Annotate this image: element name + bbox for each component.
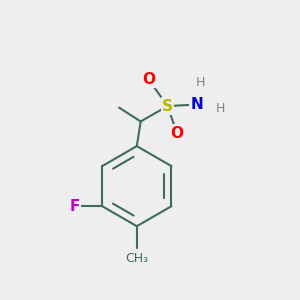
Text: H: H — [215, 102, 225, 115]
Text: S: S — [162, 99, 173, 114]
Text: CH₃: CH₃ — [125, 252, 148, 266]
Text: O: O — [142, 72, 155, 87]
Text: O: O — [170, 125, 183, 140]
Text: H: H — [196, 76, 206, 89]
Text: F: F — [69, 199, 80, 214]
Text: N: N — [190, 97, 203, 112]
